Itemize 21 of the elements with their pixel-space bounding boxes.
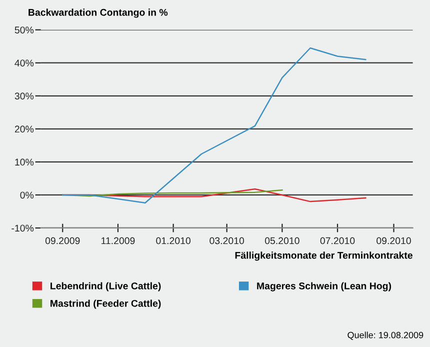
x-tick-label: 07.2010 <box>320 237 355 244</box>
legend-label: Lebendrind (Live Cattle) <box>50 282 161 292</box>
y-tick-label: 10% <box>15 158 34 166</box>
x-tick-label: 05.2010 <box>264 237 300 244</box>
x-axis-title: Fälligkeitsmonate der Terminkontrakte <box>235 252 412 261</box>
line-series <box>62 47 366 204</box>
y-tick-label: 0% <box>20 192 34 199</box>
legend-label: Mastrind (Feeder Cattle) <box>50 300 161 309</box>
x-tick-label: 09.2009 <box>45 237 80 244</box>
x-tick-label: 01.2010 <box>156 237 190 244</box>
y-tick-label: 20% <box>14 126 34 133</box>
x-tick-label: 11.2009 <box>101 237 135 244</box>
chart-title: Backwardation Contango in % <box>28 8 168 18</box>
y-tick-label: -10% <box>12 224 34 232</box>
x-tick-label: 09.2010 <box>376 237 411 244</box>
x-tick-label: 03.2010 <box>210 237 244 244</box>
y-tick-label: 30% <box>14 92 34 100</box>
y-tick-label: 40% <box>14 60 34 66</box>
source-note: Quelle: 19.08.2009 <box>348 332 424 340</box>
legend-label: Mageres Schwein (Lean Hog) <box>257 282 392 292</box>
y-tick-label: 50% <box>14 26 34 34</box>
